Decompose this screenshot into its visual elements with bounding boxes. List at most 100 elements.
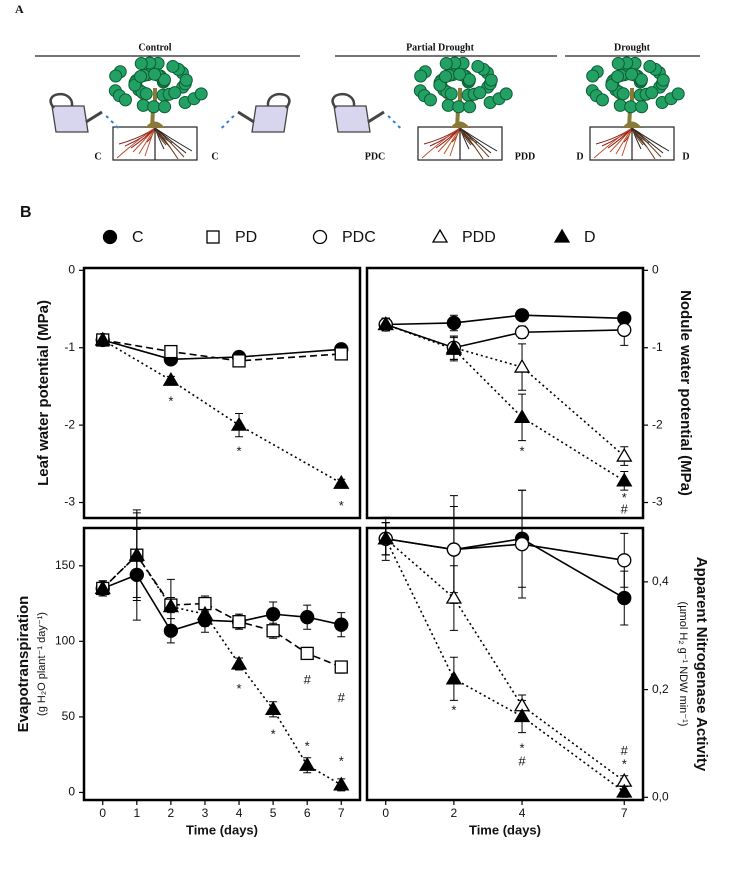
can-body bbox=[333, 105, 371, 133]
marker bbox=[513, 708, 531, 723]
root bbox=[449, 127, 461, 157]
leaf bbox=[444, 87, 458, 101]
water bbox=[219, 125, 225, 130]
marker bbox=[377, 530, 394, 545]
legend-marker bbox=[431, 228, 449, 243]
plant bbox=[585, 56, 685, 161]
marker bbox=[162, 598, 180, 613]
marker bbox=[162, 371, 180, 386]
marker bbox=[333, 474, 350, 489]
y-tick-label: -2 bbox=[652, 417, 663, 431]
leaf bbox=[616, 87, 630, 101]
x-tick-label: 7 bbox=[621, 806, 628, 820]
trunk-base bbox=[622, 121, 642, 128]
plot-frame bbox=[365, 266, 645, 520]
series bbox=[385, 537, 625, 599]
trunk-base bbox=[145, 121, 165, 128]
marker bbox=[94, 331, 111, 346]
x-axis-label: Time (days) bbox=[469, 822, 541, 837]
y-tick-label: 50 bbox=[62, 709, 76, 723]
y-axis-label: Apparent Nitrogenase Activity bbox=[693, 557, 710, 772]
root bbox=[459, 127, 492, 154]
leaf bbox=[194, 87, 208, 101]
watering-can bbox=[49, 92, 121, 133]
annotation: * bbox=[622, 756, 627, 771]
legend-label: PDC bbox=[342, 229, 376, 246]
y-tick-label: 0,0 bbox=[652, 789, 669, 803]
watering-can bbox=[331, 92, 403, 133]
root bbox=[459, 127, 472, 146]
can-spout bbox=[237, 110, 255, 124]
x-tick-label: 3 bbox=[202, 806, 209, 820]
marker bbox=[230, 416, 248, 431]
x-axis-label: Time (days) bbox=[186, 822, 258, 837]
leaf bbox=[645, 86, 659, 100]
y-tick-label: 100 bbox=[55, 634, 75, 648]
series bbox=[102, 339, 342, 361]
y-tick-label: 150 bbox=[55, 558, 75, 572]
x-tick-label: 2 bbox=[451, 806, 458, 820]
can-spout bbox=[85, 110, 103, 124]
marker bbox=[513, 358, 531, 373]
legend-marker bbox=[553, 228, 571, 243]
marker bbox=[514, 325, 530, 340]
marker bbox=[445, 670, 463, 685]
panel-label: A bbox=[15, 2, 24, 16]
water bbox=[110, 120, 116, 125]
series-line bbox=[102, 553, 342, 668]
marker bbox=[164, 344, 178, 359]
leaf bbox=[134, 57, 148, 71]
marker bbox=[232, 615, 246, 629]
series bbox=[385, 538, 625, 782]
marker bbox=[446, 315, 462, 331]
y-tick-label: 0,4 bbox=[652, 574, 669, 588]
marker bbox=[334, 347, 348, 361]
leaf bbox=[625, 67, 639, 81]
can-handle bbox=[331, 92, 356, 109]
plant bbox=[108, 56, 208, 161]
pot-label: PDC bbox=[365, 151, 386, 162]
annotation: * bbox=[271, 726, 276, 741]
leaf bbox=[453, 67, 467, 81]
annotation: * bbox=[168, 393, 173, 408]
root bbox=[154, 127, 187, 154]
series bbox=[385, 323, 625, 457]
root bbox=[154, 127, 193, 152]
leaf bbox=[118, 93, 132, 107]
annotation: * bbox=[339, 754, 344, 769]
marker bbox=[232, 354, 246, 368]
plot-frame bbox=[82, 266, 362, 520]
root bbox=[631, 127, 670, 152]
series bbox=[102, 553, 342, 668]
y-tick-label: -1 bbox=[652, 340, 663, 354]
annotation: * bbox=[520, 740, 525, 755]
can-spout bbox=[367, 110, 385, 124]
marker bbox=[266, 624, 280, 638]
leaf bbox=[586, 69, 600, 83]
series-line bbox=[385, 537, 625, 599]
root bbox=[421, 127, 461, 159]
pot-label: C bbox=[94, 151, 101, 162]
series bbox=[385, 314, 625, 326]
leaf bbox=[168, 86, 182, 100]
marker bbox=[616, 783, 633, 798]
x-tick-label: 0 bbox=[382, 806, 389, 820]
marker bbox=[377, 316, 394, 331]
annotation: # bbox=[338, 690, 346, 705]
leaf bbox=[157, 73, 171, 87]
marker bbox=[230, 655, 248, 670]
marker bbox=[446, 542, 462, 557]
x-tick-label: 0 bbox=[99, 806, 106, 820]
series-line bbox=[385, 538, 625, 782]
marker bbox=[94, 580, 111, 595]
x-tick-label: 2 bbox=[168, 806, 175, 820]
marker bbox=[334, 617, 349, 632]
water bbox=[224, 120, 230, 125]
y-axis-label: Leaf water potential (MPa) bbox=[35, 300, 52, 486]
leaf bbox=[158, 100, 172, 114]
leaf bbox=[179, 73, 193, 87]
marker bbox=[128, 546, 145, 561]
marker bbox=[334, 660, 348, 674]
marker bbox=[300, 610, 315, 625]
marker bbox=[445, 589, 463, 604]
